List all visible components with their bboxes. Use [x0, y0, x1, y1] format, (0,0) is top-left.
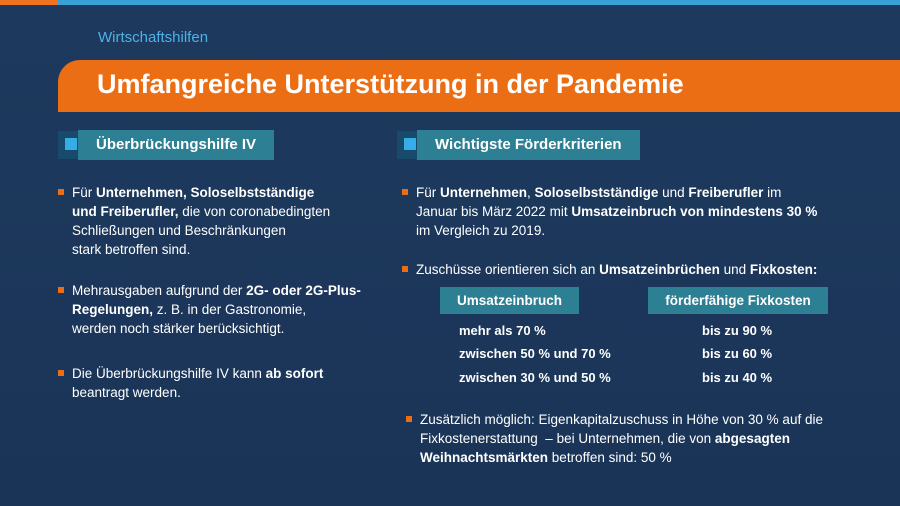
- text-run: betroffen sind: 50 %: [548, 450, 672, 465]
- text-run: Fixkostenerstattung – bei Unternehmen, d…: [420, 431, 715, 446]
- bullet-line: Weihnachtsmärkten betroffen sind: 50 %: [420, 448, 823, 467]
- list-item: Mehrausgaben aufgrund der 2G- oder 2G-Pl…: [58, 281, 361, 338]
- table-header-umsatzeinbruch: Umsatzeinbruch: [440, 287, 579, 314]
- bold-text: Umsatzeinbrüchen: [599, 262, 720, 277]
- table-cell: bis zu 90 %: [702, 323, 773, 338]
- text-run: Für: [416, 185, 441, 200]
- text-run: Zuschüsse orientieren sich an: [416, 262, 600, 277]
- bullet-line: werden noch stärker berücksichtigt.: [72, 319, 361, 338]
- text-run: Zusätzlich möglich: Eigenkapitalzuschuss…: [420, 412, 823, 427]
- list-item: Die Überbrückungshilfe IV kann ab sofort…: [58, 364, 323, 402]
- bullet-line: und Freiberufler, die von coronabedingte…: [72, 202, 330, 221]
- text-run: die von coronabedingten: [178, 204, 331, 219]
- bullet-icon: [406, 416, 412, 422]
- bold-text: ab sofort: [265, 366, 324, 381]
- bullet-line: Zuschüsse orientieren sich an Umsatzeinb…: [416, 260, 817, 279]
- table-header-fixkosten: förderfähige Fixkosten: [648, 287, 828, 314]
- text-run: ,: [527, 185, 535, 200]
- text-run: im Vergleich zu 2019.: [416, 223, 546, 238]
- text-run: Für: [72, 185, 97, 200]
- text-run: beantragt werden.: [72, 385, 181, 400]
- bullet-icon: [402, 266, 408, 272]
- text-run: im: [763, 185, 782, 200]
- text-run: und: [719, 262, 750, 277]
- top-accent-blue: [58, 0, 900, 5]
- bullet-line: Januar bis März 2022 mit Umsatzeinbruch …: [416, 202, 817, 221]
- bullet-line: Schließungen und Beschränkungen: [72, 221, 330, 240]
- list-item: Für Unternehmen, Soloselbstständige und …: [402, 183, 817, 240]
- page-title: Umfangreiche Unterstützung in der Pandem…: [97, 69, 684, 99]
- list-item: Zusätzlich möglich: Eigenkapitalzuschuss…: [406, 410, 823, 467]
- bold-text: Soloselbstständige: [534, 185, 659, 200]
- text-run: Mehrausgaben aufgrund der: [72, 283, 247, 298]
- text-run: z. B. in der Gastronomie,: [153, 302, 307, 317]
- bullet-line: Für Unternehmen, Soloselbstständige und …: [416, 183, 817, 202]
- bullet-line: Fixkostenerstattung – bei Unternehmen, d…: [420, 429, 823, 448]
- bullet-line: Zusätzlich möglich: Eigenkapitalzuschuss…: [420, 410, 823, 429]
- text-run: und: [658, 185, 689, 200]
- bullet-icon: [58, 189, 64, 195]
- bullet-line: Die Überbrückungshilfe IV kann ab sofort: [72, 364, 323, 383]
- table-cell: bis zu 60 %: [702, 346, 773, 361]
- table-cell: mehr als 70 %: [459, 323, 546, 338]
- section-heading-label: Wichtigste Förderkriterien: [417, 130, 640, 160]
- kicker: Wirtschaftshilfen: [98, 29, 209, 46]
- table-cell: zwischen 50 % und 70 %: [459, 346, 611, 361]
- square-marker-inner: [404, 138, 416, 150]
- bold-text: Freiberufler: [688, 185, 764, 200]
- bold-text: und Freiberufler,: [72, 204, 179, 219]
- bold-text: Unternehmen: [440, 185, 528, 200]
- bold-text: 2G- oder 2G-Plus-: [246, 283, 361, 298]
- bold-text: Fixkosten:: [749, 262, 818, 277]
- bullet-line: Regelungen, z. B. in der Gastronomie,: [72, 300, 361, 319]
- bullet-line: stark betroffen sind.: [72, 240, 330, 259]
- bullet-icon: [58, 287, 64, 293]
- bullet-icon: [402, 189, 408, 195]
- text-run: werden noch stärker berücksichtigt.: [72, 321, 285, 336]
- text-run: Schließungen und Beschränkungen: [72, 223, 286, 238]
- text-run: stark betroffen sind.: [72, 242, 191, 257]
- bullet-line: beantragt werden.: [72, 383, 323, 402]
- title-band: [58, 60, 900, 112]
- list-item: Zuschüsse orientieren sich an Umsatzeinb…: [402, 260, 817, 279]
- bullet-icon: [58, 370, 64, 376]
- bullet-line: Mehrausgaben aufgrund der 2G- oder 2G-Pl…: [72, 281, 361, 300]
- table-cell: bis zu 40 %: [702, 370, 773, 385]
- table-cell: zwischen 30 % und 50 %: [459, 370, 611, 385]
- bold-text: Regelungen,: [72, 302, 154, 317]
- bullet-line: Für Unternehmen, Soloselbstständige: [72, 183, 330, 202]
- bullet-line: im Vergleich zu 2019.: [416, 221, 817, 240]
- bold-text: Unternehmen, Soloselbstständige: [96, 185, 315, 200]
- square-marker-inner: [65, 138, 77, 150]
- text-run: Januar bis März 2022 mit: [416, 204, 572, 219]
- bold-text: Umsatzeinbruch von mindestens 30 %: [571, 204, 818, 219]
- bold-text: Weihnachtsmärkten: [420, 450, 549, 465]
- section-heading-label: Überbrückungshilfe IV: [78, 130, 275, 160]
- bold-text: abgesagten: [714, 431, 790, 446]
- top-accent-orange: [0, 0, 58, 5]
- text-run: Die Überbrückungshilfe IV kann: [72, 366, 266, 381]
- list-item: Für Unternehmen, Soloselbstständige und F…: [58, 183, 330, 259]
